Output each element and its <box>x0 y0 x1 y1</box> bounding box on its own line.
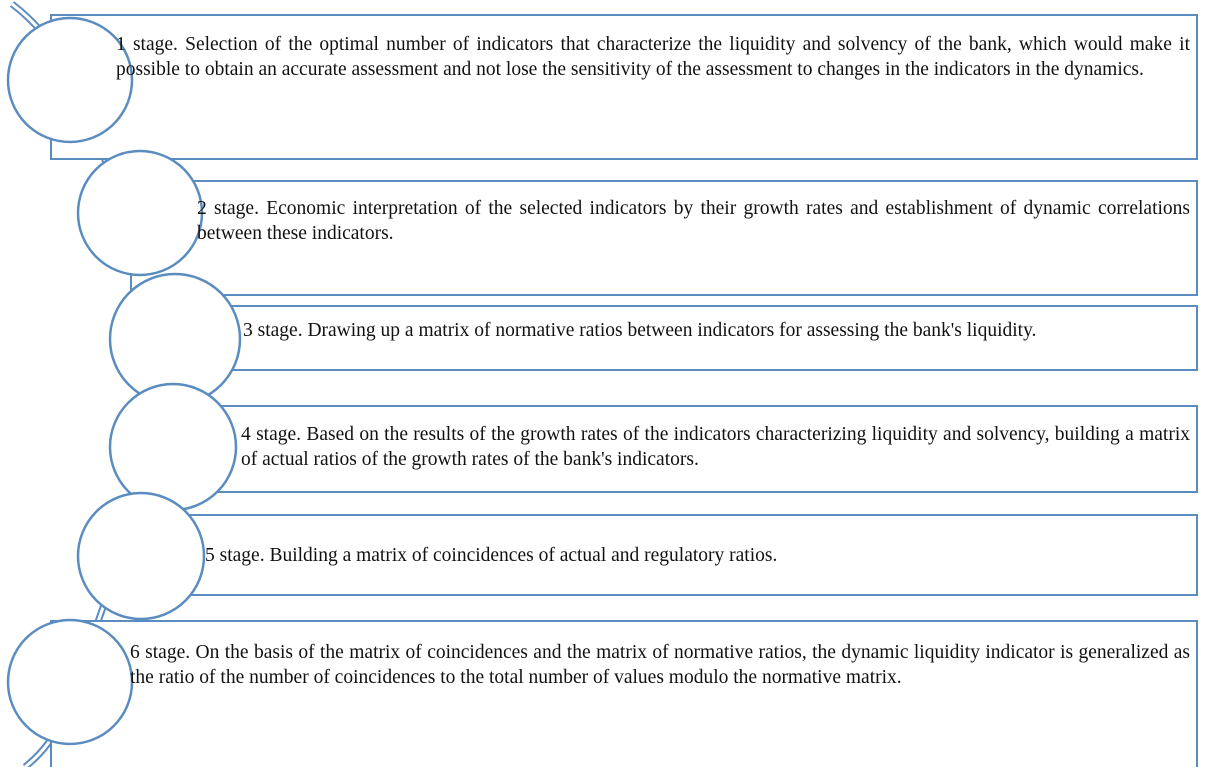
stage-box <box>50 620 1198 767</box>
stage-circle <box>6 16 134 144</box>
stage-circle <box>6 618 134 746</box>
stage-box <box>130 180 1198 296</box>
stage-text: 3 stage. Drawing up a matrix of normativ… <box>243 320 1037 341</box>
stage-text: 5 stage. Building a matrix of coincidenc… <box>205 545 778 566</box>
stage-text: 4 stage. Based on the results of the gro… <box>241 424 1190 470</box>
stage-text: 2 stage. Economic interpretation of the … <box>197 198 1190 244</box>
stage-circle <box>76 491 206 621</box>
stage-circle <box>76 149 204 277</box>
stage-text: 6 stage. On the basis of the matrix of c… <box>130 642 1190 688</box>
stage-box <box>160 305 1198 371</box>
stage-box <box>160 405 1198 493</box>
stage-circle <box>108 382 238 512</box>
stage-box <box>130 514 1198 596</box>
stage-box <box>50 14 1198 160</box>
stage-text: 1 stage. Selection of the optimal number… <box>116 34 1190 80</box>
